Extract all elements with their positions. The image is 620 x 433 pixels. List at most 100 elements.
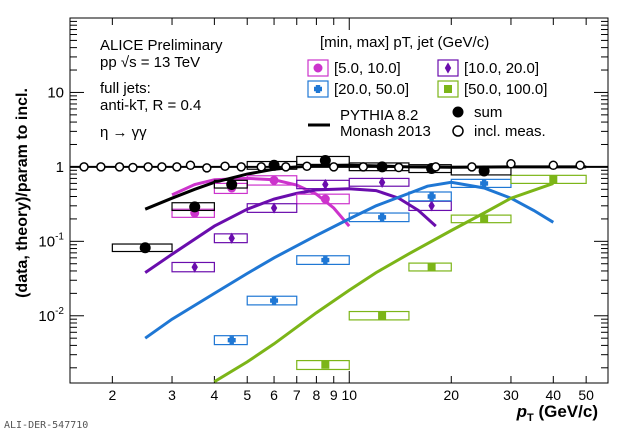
data-point-5 xyxy=(220,161,230,171)
experiment-label: ALICE Preliminary xyxy=(100,37,223,54)
data-point-0 xyxy=(320,194,330,204)
data-point-1 xyxy=(270,202,278,214)
jets-label-line2: anti-kT, R = 0.4 xyxy=(100,97,201,114)
y-tick-label: 10-1 xyxy=(38,231,64,250)
data-point-5 xyxy=(157,162,167,172)
data-point-5 xyxy=(358,162,369,172)
legend-marker xyxy=(313,63,323,73)
data-point-5 xyxy=(467,162,477,172)
data-point-5 xyxy=(236,162,246,172)
data-point-5 xyxy=(172,162,182,172)
y-tick-label: 1 xyxy=(56,159,64,176)
data-point-5 xyxy=(302,161,312,171)
data-point-5 xyxy=(394,162,404,173)
data-point-2 xyxy=(321,256,330,265)
sys-box-2 xyxy=(408,191,452,202)
x-axis-label: pT (GeV/c) xyxy=(516,402,598,424)
sys-box-1 xyxy=(348,177,410,187)
data-point-5 xyxy=(256,162,266,172)
data-point-5 xyxy=(431,162,441,172)
data-point-3 xyxy=(427,263,436,272)
data-point-0 xyxy=(269,175,279,185)
theory-curve-3 xyxy=(213,181,554,383)
sys-box-1 xyxy=(246,203,298,213)
legend-incl-marker xyxy=(452,125,464,137)
x-tick-label: 50 xyxy=(578,387,594,403)
data-point-2 xyxy=(480,179,489,188)
data-point-5 xyxy=(575,160,585,171)
legend: [5.0, 10.0] [10.0, 20.0] [20.0, 50.0] [50.0… xyxy=(307,59,547,140)
sys-box-1 xyxy=(213,233,248,244)
sys-box-2 xyxy=(296,255,350,265)
x-tick-label: 30 xyxy=(503,387,519,403)
data-point-5 xyxy=(114,162,125,172)
data-point-5 xyxy=(79,162,89,172)
sys-box-2 xyxy=(213,335,248,346)
data-point-1 xyxy=(378,176,386,188)
legend-incl-label: incl. meas. xyxy=(474,123,546,140)
data-point-4 xyxy=(268,159,280,171)
legend-marker xyxy=(444,85,452,93)
x-tick-label: 20 xyxy=(443,387,459,403)
x-tick-label: 6 xyxy=(270,387,278,403)
legend-pythia-label-line1: PYTHIA 8.2 xyxy=(340,107,418,124)
y-axis-label: (data, theory)/param to incl. xyxy=(14,88,31,298)
data-point-5 xyxy=(143,162,153,172)
data-point-5 xyxy=(128,162,138,173)
plot-frame xyxy=(69,17,609,384)
data-point-4 xyxy=(189,201,201,213)
legend-sum-label: sum xyxy=(474,104,502,121)
data-point-5 xyxy=(281,162,291,172)
legend-sum-marker xyxy=(452,106,464,118)
data-point-5 xyxy=(328,162,339,172)
jets-label-line1: full jets: xyxy=(100,80,151,97)
theory-curve-2 xyxy=(144,180,555,340)
data-point-5 xyxy=(96,162,106,172)
x-tick-label: 2 xyxy=(108,387,116,403)
annotation-block: ALICE Preliminary pp √s = 13 TeV full je… xyxy=(100,37,223,141)
legend-entry-label: [20.0, 50.0] xyxy=(334,81,409,98)
legend-pythia-label-line2: Monash 2013 xyxy=(340,123,431,140)
sys-box-3 xyxy=(510,174,587,185)
legend-entry-label: [50.0, 100.0] xyxy=(464,81,547,98)
x-tick-label: 10 xyxy=(341,387,357,403)
data-point-1 xyxy=(322,178,329,191)
data-point-3 xyxy=(549,175,558,184)
theory-curve-1 xyxy=(144,187,437,274)
data-point-2 xyxy=(227,336,236,345)
data-point-4 xyxy=(319,154,331,166)
legend-swatch-box xyxy=(437,80,459,98)
x-tick-label: 40 xyxy=(546,387,562,403)
x-tick-label: 5 xyxy=(243,387,251,403)
legend-entry-label: [5.0, 10.0] xyxy=(334,60,401,77)
legend-entry-label: [10.0, 20.0] xyxy=(464,60,539,77)
data-point-1 xyxy=(428,200,435,212)
watermark: ALI-DER-547710 xyxy=(4,420,88,431)
data-point-2 xyxy=(270,296,279,305)
series-layer xyxy=(79,154,587,383)
sys-box-2 xyxy=(348,212,410,223)
sys-box-1 xyxy=(171,261,215,273)
sys-box-2 xyxy=(246,295,298,306)
data-point-3 xyxy=(480,214,489,223)
data-point-5 xyxy=(185,160,196,171)
legend-swatch-box xyxy=(307,80,329,98)
x-tick-label: 4 xyxy=(210,387,218,403)
data-point-4 xyxy=(139,242,151,254)
legend-swatch-box xyxy=(437,59,459,77)
sys-box-3 xyxy=(296,359,350,371)
data-point-2 xyxy=(427,192,436,201)
data-point-4 xyxy=(478,165,490,177)
data-point-3 xyxy=(321,360,330,369)
data-point-5 xyxy=(548,160,559,171)
sys-box-0 xyxy=(296,193,350,205)
x-tick-label: 9 xyxy=(330,387,338,403)
data-point-5 xyxy=(506,159,516,169)
y-tick-label: 10 xyxy=(47,84,64,101)
sys-box-3 xyxy=(348,310,410,321)
x-tick-label: 3 xyxy=(168,387,176,403)
data-point-4 xyxy=(226,178,238,190)
legend-title: [min, max] pT, jet (GeV/c) xyxy=(320,34,489,51)
